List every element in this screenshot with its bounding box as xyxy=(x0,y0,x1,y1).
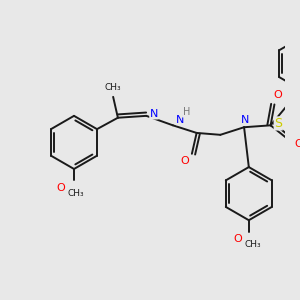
Text: O: O xyxy=(295,139,300,149)
Text: N: N xyxy=(241,115,249,124)
Text: S: S xyxy=(274,117,282,130)
Text: O: O xyxy=(274,90,283,100)
Text: O: O xyxy=(180,156,189,167)
Text: CH₃: CH₃ xyxy=(68,189,84,198)
Text: N: N xyxy=(176,115,185,124)
Text: N: N xyxy=(150,109,158,119)
Text: O: O xyxy=(233,234,242,244)
Text: CH₃: CH₃ xyxy=(105,83,122,92)
Text: H: H xyxy=(182,107,190,117)
Text: CH₃: CH₃ xyxy=(244,240,261,249)
Text: O: O xyxy=(56,183,65,193)
